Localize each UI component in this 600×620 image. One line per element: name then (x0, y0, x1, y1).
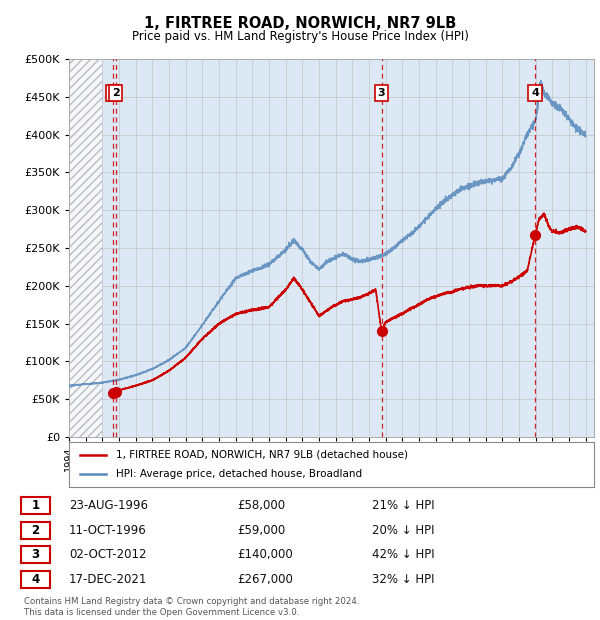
Text: 2: 2 (112, 88, 119, 98)
Text: 1: 1 (109, 88, 117, 98)
Text: 32% ↓ HPI: 32% ↓ HPI (372, 574, 434, 586)
Text: 42% ↓ HPI: 42% ↓ HPI (372, 549, 434, 561)
Text: 23-AUG-1996: 23-AUG-1996 (69, 499, 148, 511)
Text: 21% ↓ HPI: 21% ↓ HPI (372, 499, 434, 511)
Text: £59,000: £59,000 (237, 524, 285, 536)
Text: 2: 2 (31, 524, 40, 536)
Text: £58,000: £58,000 (237, 499, 285, 511)
Text: Price paid vs. HM Land Registry's House Price Index (HPI): Price paid vs. HM Land Registry's House … (131, 30, 469, 43)
Text: 1: 1 (31, 499, 40, 511)
Text: HPI: Average price, detached house, Broadland: HPI: Average price, detached house, Broa… (116, 469, 362, 479)
Text: £140,000: £140,000 (237, 549, 293, 561)
Bar (69, 59, 103, 437)
Text: 20% ↓ HPI: 20% ↓ HPI (372, 524, 434, 536)
Text: 1, FIRTREE ROAD, NORWICH, NR7 9LB: 1, FIRTREE ROAD, NORWICH, NR7 9LB (144, 16, 456, 30)
Text: 4: 4 (31, 574, 40, 586)
Bar (69, 59, 103, 437)
Text: 1, FIRTREE ROAD, NORWICH, NR7 9LB (detached house): 1, FIRTREE ROAD, NORWICH, NR7 9LB (detac… (116, 450, 408, 459)
Text: 3: 3 (31, 549, 40, 561)
Text: 17-DEC-2021: 17-DEC-2021 (69, 574, 148, 586)
Text: 3: 3 (377, 88, 385, 98)
Text: 11-OCT-1996: 11-OCT-1996 (69, 524, 147, 536)
Text: 4: 4 (531, 88, 539, 98)
Text: 02-OCT-2012: 02-OCT-2012 (69, 549, 146, 561)
Text: Contains HM Land Registry data © Crown copyright and database right 2024.
This d: Contains HM Land Registry data © Crown c… (24, 598, 359, 617)
Text: £267,000: £267,000 (237, 574, 293, 586)
